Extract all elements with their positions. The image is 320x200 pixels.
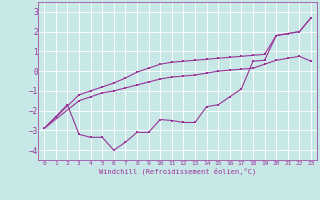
X-axis label: Windchill (Refroidissement éolien,°C): Windchill (Refroidissement éolien,°C) bbox=[99, 167, 256, 175]
